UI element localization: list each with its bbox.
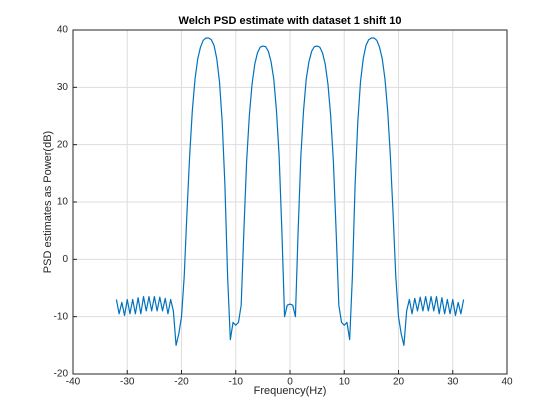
plot-frame: [72, 29, 508, 375]
x-tick-label: -20: [174, 377, 189, 388]
x-tick-label: -30: [120, 377, 135, 388]
y-tick-label: 10: [57, 197, 69, 208]
psd-line: [115, 37, 465, 346]
y-tick-label: 20: [57, 139, 69, 150]
x-tick-label: 10: [339, 377, 351, 388]
y-tick-label: 30: [57, 82, 69, 93]
y-axis-label: PSD estimates as Power(dB): [42, 131, 54, 273]
x-tick-label: -10: [229, 377, 244, 388]
y-tick-label: -20: [54, 369, 69, 380]
x-tick-label: 30: [447, 377, 459, 388]
y-tick-label: 0: [62, 254, 68, 265]
y-tick-label: -10: [54, 311, 69, 322]
chart-title: Welch PSD estimate with dataset 1 shift …: [179, 15, 402, 27]
x-tick-label: 0: [287, 377, 293, 388]
y-tick-label: 40: [57, 25, 69, 36]
x-tick-label: 20: [393, 377, 405, 388]
x-tick-label: 40: [501, 377, 513, 388]
x-axis-label: Frequency(Hz): [254, 385, 327, 397]
x-tick-label: -40: [66, 377, 81, 388]
